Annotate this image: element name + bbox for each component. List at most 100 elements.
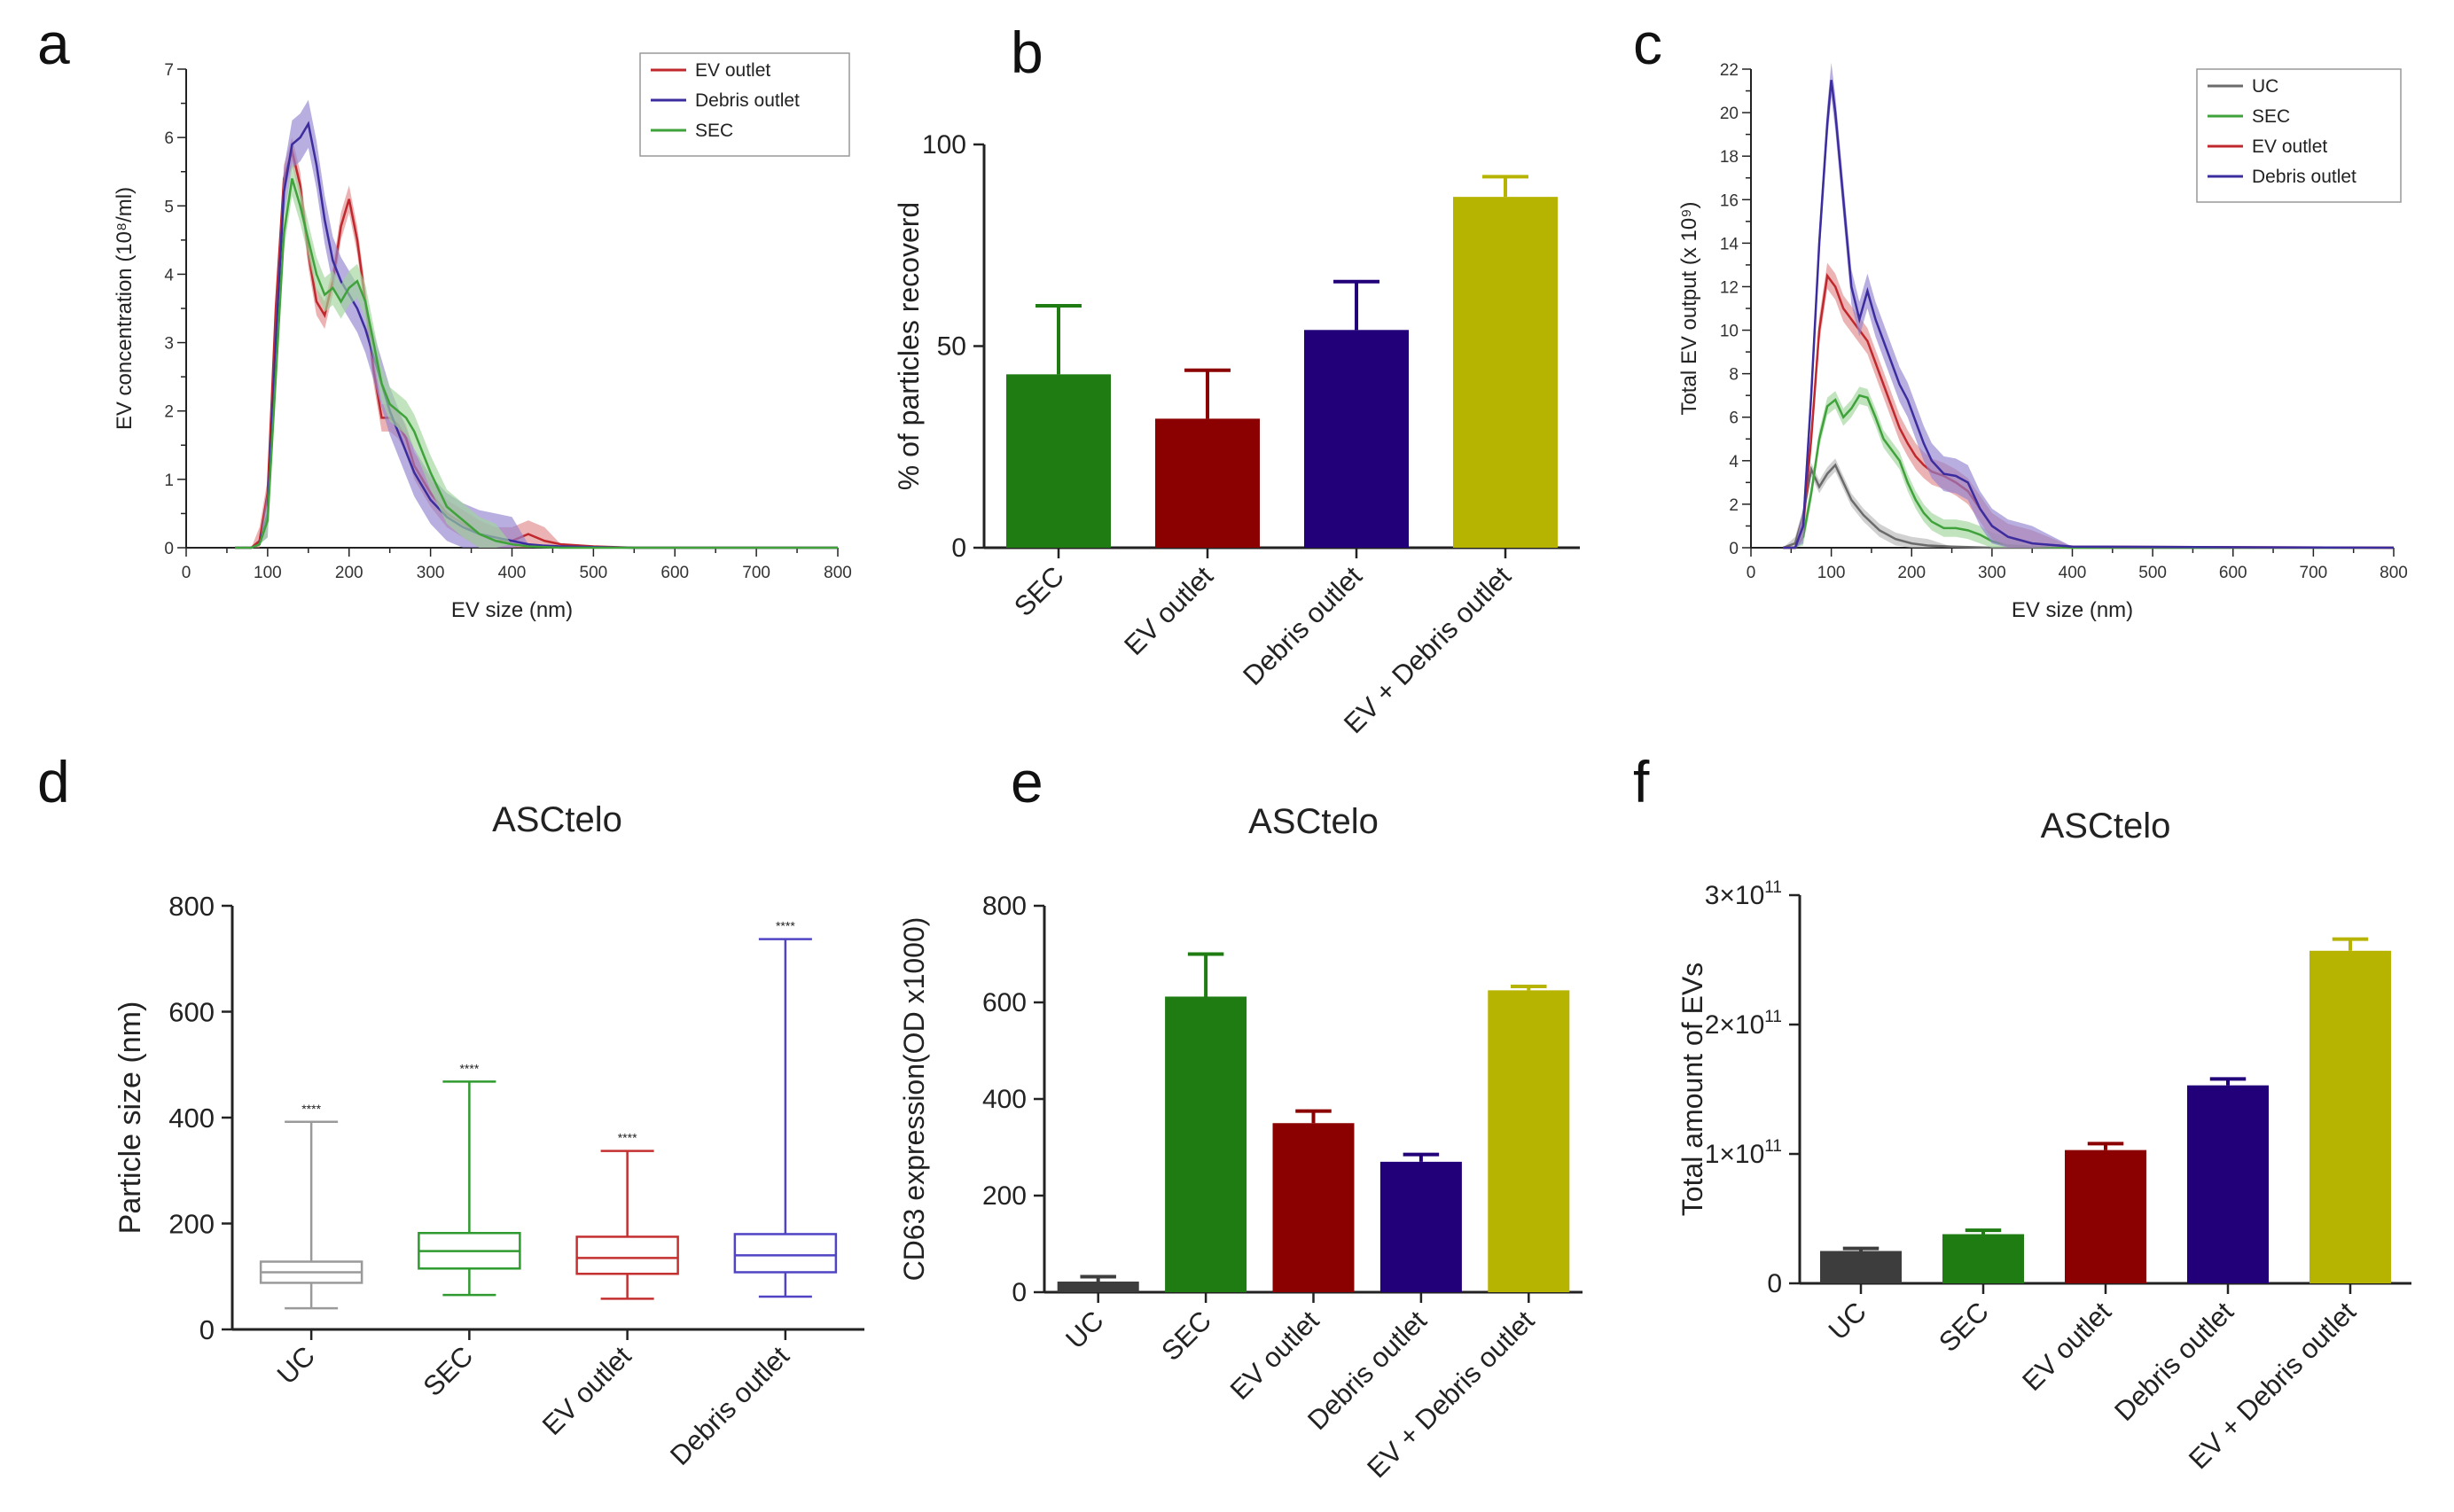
y-tick-label: 400 (168, 1103, 215, 1134)
x-tick-label: 800 (824, 564, 852, 582)
series-line-debris-outlet (1783, 80, 2395, 549)
panel-a-line-chart: 0 100 200 300 400 500 600 700 800 0 1 2 3 4 5 6 7 EV size… (113, 52, 852, 622)
series-band-uc (1783, 458, 2394, 548)
bar-ev-debris-outlet (2309, 950, 2391, 1283)
x-tick-label: 500 (580, 564, 608, 582)
y-tick-base: 3×10 (1705, 881, 1765, 910)
y-tick-base: 0 (1767, 1269, 1782, 1298)
x-tick-label: 300 (417, 564, 445, 582)
bar-sec (1006, 374, 1111, 548)
y-tick-label: 2 (164, 403, 174, 422)
chart-title: ASCtelo (492, 800, 622, 839)
legend-item: EV outlet (2252, 136, 2327, 157)
bar-uc (1820, 1251, 1902, 1283)
y-tick-label: 800 (168, 891, 215, 922)
bar-ev-outlet (1155, 418, 1260, 548)
x-tick-label: UC (1823, 1296, 1872, 1345)
x-tick-label: 600 (2219, 564, 2247, 582)
y-tick-label: 6 (164, 129, 174, 148)
y-tick-exponent: 11 (1764, 1008, 1782, 1026)
x-tick-label: 200 (335, 564, 363, 582)
y-tick-label: 600 (168, 997, 215, 1028)
y-tick-base: 2×10 (1705, 1010, 1765, 1040)
y-tick-label: 5 (164, 198, 174, 216)
y-tick-label: 100 (922, 130, 966, 160)
y-tick-label: 200 (982, 1181, 1027, 1211)
chart-title: ASCtelo (2041, 807, 2171, 846)
panel-letters-layer: a b c d e f (37, 11, 1662, 814)
x-tick-label: 500 (2138, 564, 2167, 582)
x-tick-label: 0 (182, 564, 191, 582)
x-tick-label: EV outlet (1118, 560, 1219, 661)
y-tick-label: 0 (199, 1314, 215, 1345)
y-tick-label: 12 (1720, 278, 1739, 297)
legend-item: Debris outlet (695, 90, 800, 111)
panel-letter-d: d (37, 749, 70, 814)
y-tick-label: 0 (1767, 1269, 1782, 1298)
panel-c-line-chart: 0 100 200 300 400 500 600 700 800 0 2 4 6 8 10 12 14 16 18… (1677, 61, 2408, 622)
y-tick-label: 400 (982, 1085, 1027, 1114)
series-line-sec (235, 178, 838, 549)
y-tick-label: 4 (1729, 453, 1739, 472)
y-tick-label: 22 (1720, 61, 1739, 80)
y-tick-label: 1×1011 (1705, 1137, 1782, 1169)
panel-letter-e: e (1011, 749, 1043, 814)
significance-annotation: **** (301, 1102, 321, 1116)
significance-annotation: **** (459, 1061, 479, 1075)
y-tick-label: 600 (982, 988, 1027, 1017)
bar-debris-outlet (2187, 1085, 2269, 1283)
x-tick-label: UC (271, 1340, 321, 1390)
x-tick-label: 0 (1747, 564, 1756, 582)
bar-debris-outlet (1304, 330, 1409, 548)
y-tick-label: 2×1011 (1705, 1008, 1782, 1040)
x-tick-label: SEC (1008, 560, 1070, 622)
y-tick-label: 0 (951, 534, 966, 563)
x-axis-label: EV size (nm) (2012, 598, 2133, 622)
x-tick-label: EV outlet (536, 1340, 637, 1441)
y-tick-label: 0 (1729, 540, 1739, 558)
box-debris-outlet (733, 1233, 838, 1274)
y-axis-label: EV concentration (10⁸/ml) (113, 187, 137, 430)
panel-letter-b: b (1011, 19, 1043, 85)
y-tick-label: 18 (1720, 148, 1739, 167)
y-tick-label: 16 (1720, 191, 1739, 210)
y-axis-label: % of particles recoverd (893, 202, 925, 490)
y-tick-label: 50 (937, 332, 966, 362)
y-tick-label: 10 (1720, 323, 1739, 341)
legend-box (2196, 68, 2402, 203)
bar-ev-debris-outlet (1488, 990, 1570, 1292)
y-tick-label: 6 (1729, 409, 1739, 428)
panel-letter-c: c (1633, 11, 1662, 76)
x-tick-label: 100 (1817, 564, 1846, 582)
x-tick-label: 600 (660, 564, 689, 582)
legend-item: UC (2252, 76, 2278, 97)
y-axis-label: Total EV output (x 10⁹) (1677, 201, 1701, 415)
y-tick-label: 4 (164, 266, 174, 284)
box-ev-outlet (575, 1235, 679, 1275)
significance-annotation: **** (776, 919, 795, 933)
x-tick-label: 700 (2300, 564, 2328, 582)
y-tick-label: 3 (164, 335, 174, 354)
y-tick-label: 200 (168, 1209, 215, 1240)
y-tick-label: 20 (1720, 105, 1739, 123)
y-tick-label: 14 (1720, 235, 1739, 253)
y-tick-exponent: 11 (1764, 878, 1782, 897)
panel-b-bar-chart: 0 50 100 % of particles recoverd SEC EV outle… (893, 130, 1580, 739)
x-tick-label: SEC (417, 1340, 479, 1402)
x-tick-label: Debris outlet (1237, 560, 1368, 691)
panel-e-bar-chart: 0 200 400 600 800 ASCtelo CD63 expression(OD x… (898, 802, 1583, 1484)
y-tick-label: 0 (1012, 1278, 1027, 1307)
y-tick-label: 800 (982, 892, 1027, 921)
panel-letter-a: a (37, 11, 70, 76)
y-tick-label: 2 (1729, 496, 1739, 515)
x-axis-label: EV size (nm) (451, 598, 573, 622)
chart-title: ASCtelo (1248, 802, 1379, 841)
x-tick-label: EV outlet (1224, 1305, 1325, 1406)
x-tick-label: UC (1059, 1305, 1109, 1354)
y-tick-label: 8 (1729, 366, 1739, 385)
x-tick-label: 700 (742, 564, 770, 582)
y-tick-label: 7 (164, 61, 174, 80)
x-tick-label: SEC (1933, 1296, 1995, 1358)
x-tick-label: 300 (1978, 564, 2006, 582)
y-tick-base: 1×10 (1705, 1140, 1765, 1169)
